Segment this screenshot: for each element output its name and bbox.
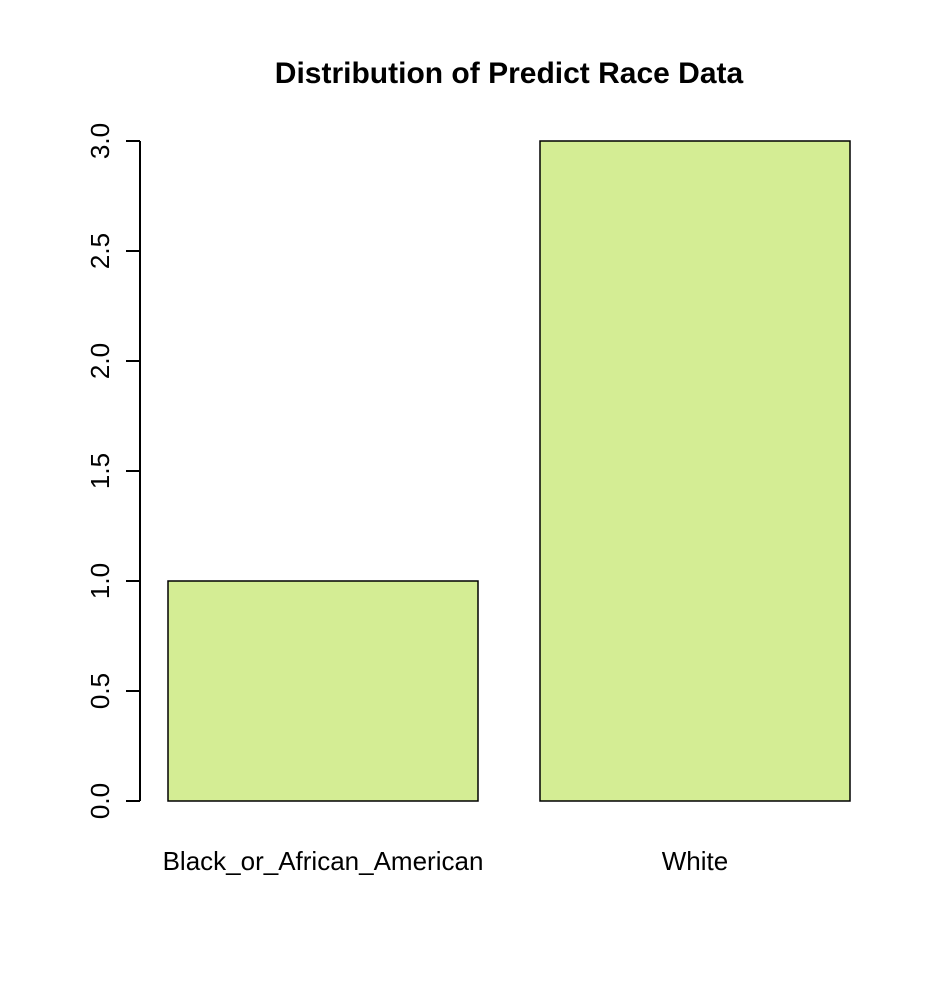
y-tick-label: 0.0 (85, 783, 115, 819)
y-tick-label: 2.0 (85, 343, 115, 379)
x-axis-labels: Black_or_African_American White (163, 846, 729, 876)
chart-title: Distribution of Predict Race Data (275, 57, 744, 90)
y-axis: 0.0 0.5 1.0 1.5 2.0 2.5 3.0 (85, 123, 141, 819)
y-tick-label: 3.0 (85, 123, 115, 159)
y-tick-label: 1.5 (85, 453, 115, 489)
y-tick-label: 2.5 (85, 233, 115, 269)
bar (539, 140, 851, 802)
bars-group (167, 140, 851, 802)
bar (167, 580, 479, 802)
x-category-label: White (662, 846, 728, 876)
y-tick-label: 1.0 (85, 563, 115, 599)
x-category-label: Black_or_African_American (163, 846, 484, 876)
y-tick-label: 0.5 (85, 673, 115, 709)
